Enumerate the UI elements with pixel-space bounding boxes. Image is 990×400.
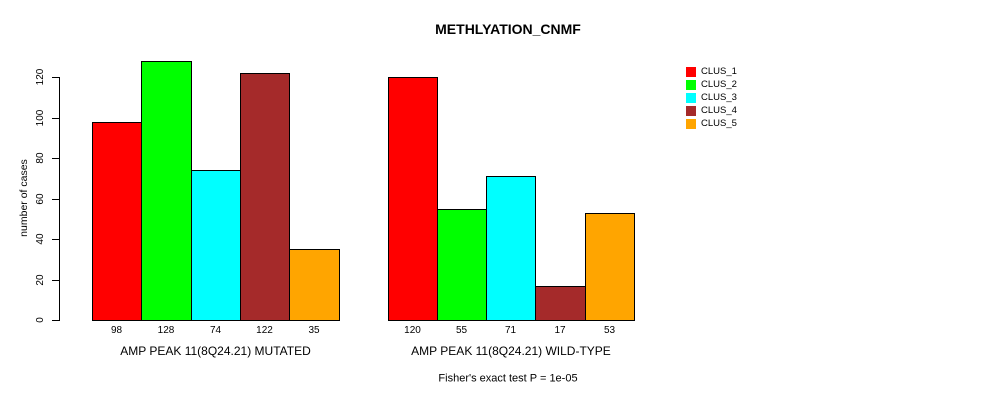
legend-item-clus_4: CLUS_4 <box>686 104 737 117</box>
y-axis-tick <box>52 158 59 159</box>
bar-value-label: 120 <box>404 325 421 336</box>
bar-clus_3-group2 <box>486 176 536 321</box>
bar-value-label: 122 <box>256 325 273 336</box>
y-axis-tick-label: 120 <box>35 68 46 86</box>
bar-clus_2-group1 <box>141 60 192 321</box>
bar-value-label: 74 <box>209 325 222 336</box>
bar-clus_3-group1 <box>191 170 241 321</box>
legend-color-swatch-clus_1 <box>686 66 696 77</box>
bar-clus_5-group1 <box>289 249 340 321</box>
legend-item-label: CLUS_5 <box>701 118 737 129</box>
y-axis-tick-label: 20 <box>35 273 46 286</box>
bar-clus_1-group2 <box>388 77 438 321</box>
bar-value-label: 35 <box>308 325 320 336</box>
y-axis-tick-label: 100 <box>35 109 46 126</box>
legend-item-clus_3: CLUS_3 <box>686 91 737 104</box>
chart-title: METHLYATION_CNMF <box>435 21 581 37</box>
y-axis-tick <box>52 279 59 281</box>
legend-item-label: CLUS_4 <box>701 105 737 116</box>
bar-value-label: 17 <box>554 325 566 336</box>
legend-color-swatch-clus_3 <box>686 92 696 103</box>
y-axis-tick <box>52 239 59 240</box>
y-axis-tick-label: 40 <box>35 233 46 245</box>
legend-color-swatch-clus_5 <box>686 118 696 129</box>
legend-item-label: CLUS_3 <box>701 92 737 103</box>
bar-value-label: 71 <box>504 325 517 336</box>
bar-value-label: 128 <box>157 325 175 336</box>
fisher-test-annotation: Fisher's exact test P = 1e-05 <box>438 372 578 385</box>
legend-color-swatch-clus_2 <box>686 79 696 90</box>
legend-item-label: CLUS_1 <box>701 66 737 77</box>
legend-item-clus_5: CLUS_5 <box>686 117 737 130</box>
legend-item-clus_2: CLUS_2 <box>686 78 737 91</box>
y-axis-line <box>59 77 60 321</box>
y-axis-tick-label: 60 <box>35 192 46 205</box>
bar-clus_4-group2 <box>535 285 586 321</box>
x-group-label-mutated: AMP PEAK 11(8Q24.21) MUTATED <box>120 344 311 358</box>
bar-value-label: 55 <box>455 325 468 336</box>
y-axis-tick-label: 80 <box>35 152 46 164</box>
y-axis-tick <box>52 320 59 321</box>
legend-color-swatch-clus_4 <box>686 105 696 116</box>
x-group-label-wild-type: AMP PEAK 11(8Q24.21) WILD-TYPE <box>411 344 611 358</box>
y-axis-tick-label: 0 <box>35 317 46 323</box>
y-axis-tick <box>52 117 59 119</box>
y-axis-tick <box>52 198 59 200</box>
bar-clus_2-group2 <box>437 208 487 321</box>
legend-item-label: CLUS_2 <box>701 79 737 90</box>
y-axis-label: number of cases <box>17 159 30 237</box>
bar-clus_5-group2 <box>585 212 635 321</box>
bar-clus_4-group1 <box>240 72 290 321</box>
bar-clus_1-group1 <box>92 121 142 321</box>
bar-value-label: 53 <box>603 325 616 336</box>
y-axis-tick <box>52 77 59 78</box>
bar-value-label: 98 <box>110 325 123 336</box>
legend-item-clus_1: CLUS_1 <box>686 65 737 78</box>
